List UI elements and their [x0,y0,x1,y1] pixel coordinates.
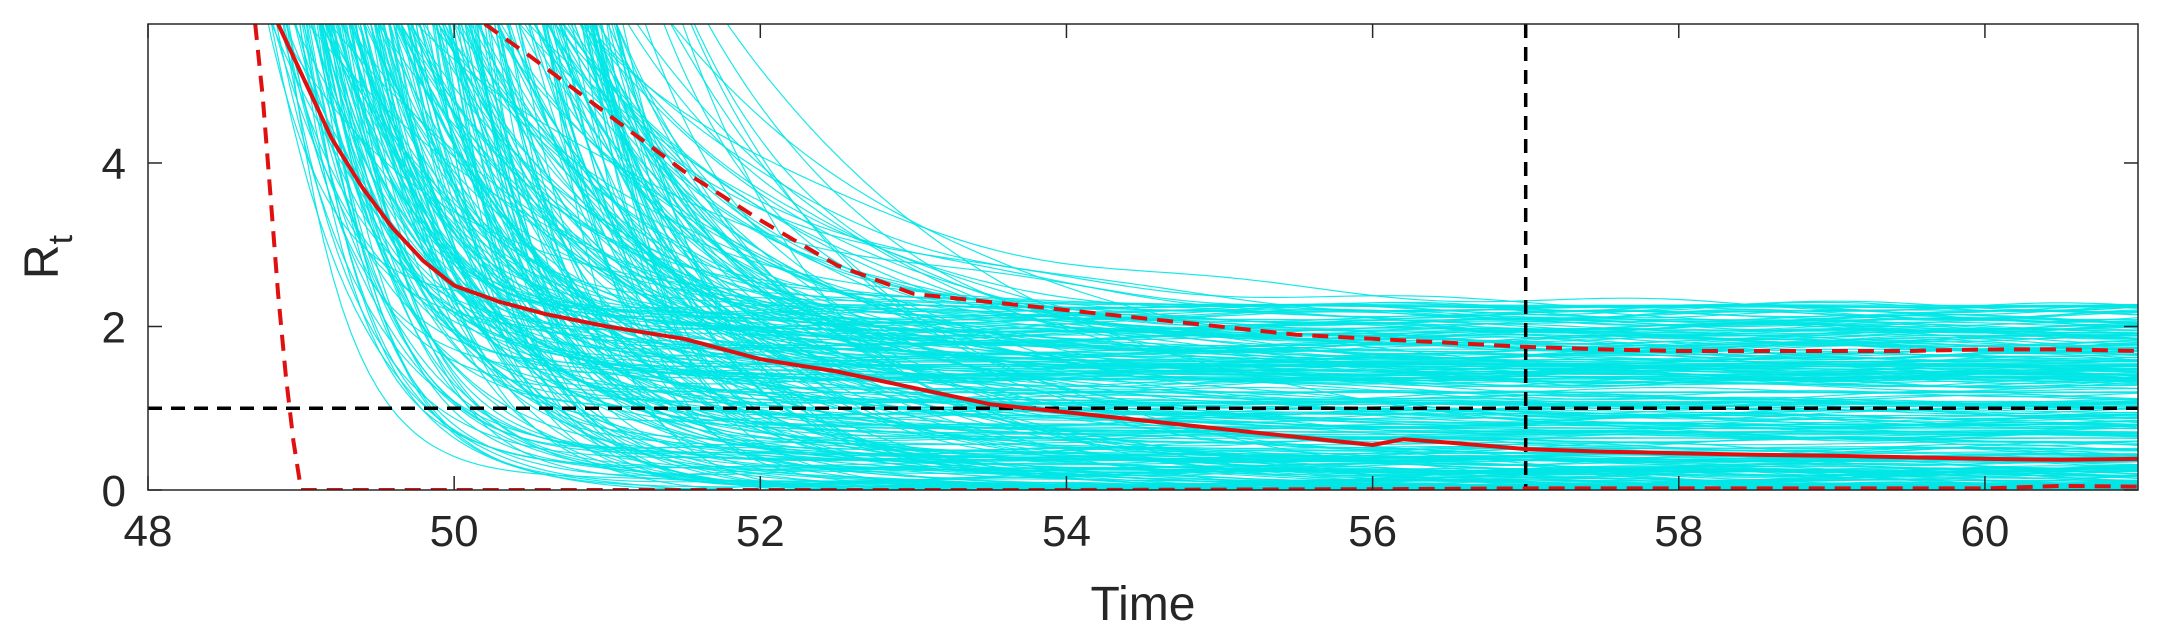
ensemble-trajectory [441,24,2138,361]
ensemble-trajectory [545,24,2138,438]
ensemble-trajectory [359,24,2138,376]
median-line [276,24,2138,462]
ensemble-trajectory [563,24,2138,389]
y-axis-label: Rt [16,234,80,279]
reference-lines [148,24,2138,490]
ensemble-trajectory [327,24,2138,461]
x-tick-label: 56 [1348,507,1397,556]
ensemble-trajectory [569,24,2138,479]
ensemble-trajectory [607,24,2138,331]
ensemble-trajectory [594,24,2138,380]
y-tick-label: 0 [102,467,126,516]
ensemble-trajectory [373,24,2138,320]
ensemble-trajectory [580,24,2138,312]
ensemble-trajectory [407,24,2137,420]
ensemble-trajectory [397,24,2138,346]
summary-series [253,24,2138,490]
ensemble-trajectory [357,24,2138,318]
ensemble-trajectory [627,24,2138,348]
ensemble-trajectory [594,24,2138,373]
y-axis-label-subscript: t [42,234,80,244]
ensemble-trajectory [726,24,2138,444]
ensemble-trajectory [341,24,2137,430]
ensemble-trajectory [410,24,2137,340]
y-axis-label-main: R [16,244,69,279]
x-tick-label: 54 [1042,507,1091,556]
ensemble-trajectory [693,24,2138,346]
ensemble-trajectory [407,24,2138,470]
x-tick-label: 50 [430,507,479,556]
y-tick-label: 4 [102,140,126,189]
axis-ticks: 48 50 52 54 56 58 60 0 2 4 [102,24,2138,556]
ensemble-trajectory [507,24,2138,433]
ensemble-trajectory [453,24,2138,406]
ensemble-trajectory [285,24,2138,414]
ensemble-trajectory [663,24,2138,337]
ensemble-trajectory [267,24,2137,314]
plot-area-frame [147,23,2139,491]
ensemble-trajectory [453,24,2138,424]
ensemble-trajectory [452,24,2138,382]
ensemble-trajectory [533,24,2138,388]
ensemble-trajectory [299,24,2138,394]
ensemble-trajectory [383,24,2138,481]
ensemble-trajectory [387,24,2138,380]
ensemble-trajectory [591,24,2138,334]
ensemble-trajectories [267,24,2138,490]
ensemble-trajectory [493,24,2138,408]
ensemble-trajectory [496,24,2138,372]
ensemble-trajectory [335,24,2138,428]
ensemble-trajectory [508,24,2138,415]
ensemble-trajectory [434,24,2138,360]
ensemble-trajectory [489,24,2138,457]
ensemble-trajectory [363,24,2138,321]
ensemble-trajectory [573,24,2138,490]
x-tick-label: 52 [736,507,785,556]
ensemble-trajectory [580,24,2137,374]
ensemble-trajectory [351,24,2138,453]
ensemble-trajectory [545,24,2138,430]
x-axis-label: Time [1091,578,1196,631]
x-tick-label: 58 [1654,507,1703,556]
ensemble-trajectory [377,24,2138,369]
ensemble-trajectory [432,24,2138,473]
ensemble-trajectory [349,24,2138,403]
y-tick-label: 2 [102,303,126,352]
ensemble-trajectory [321,24,2138,490]
ensemble-trajectory [419,24,2138,340]
x-tick-label: 60 [1960,507,2009,556]
ensemble-trajectory [555,24,2138,429]
ensemble-trajectory [271,24,2138,472]
upper-bound-line [483,24,2138,353]
ensemble-trajectory [364,24,2138,380]
x-tick-label: 48 [124,507,173,556]
ensemble-trajectory [401,24,2138,340]
ensemble-trajectory [329,24,2138,359]
ensemble-trajectory [544,24,2138,433]
ensemble-trajectory [400,24,2138,435]
ensemble-trajectory [574,24,2138,313]
